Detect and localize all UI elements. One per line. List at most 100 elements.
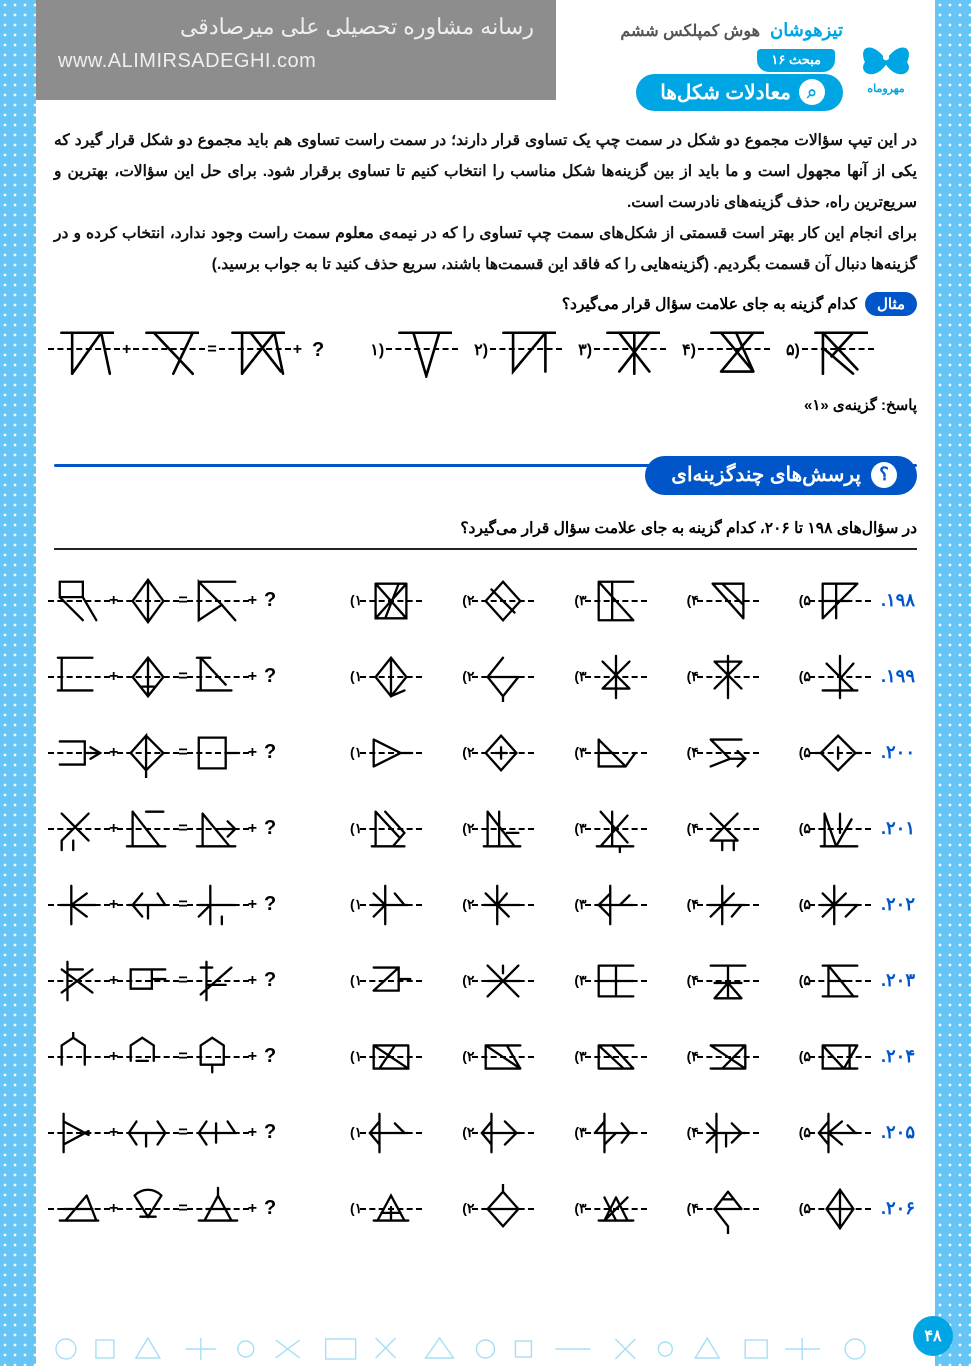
question-row: +=+?۱)۲)۳)۴)۵)۱۹۸. [54, 576, 917, 626]
option[interactable]: ۵) [797, 652, 865, 702]
shape [225, 322, 285, 378]
option[interactable]: ۱) [348, 880, 416, 930]
option[interactable]: ۳) [572, 956, 640, 1006]
shape [478, 1184, 528, 1234]
shape [815, 804, 865, 854]
shape [808, 322, 868, 378]
question-mark: ? [262, 1197, 278, 1220]
plus-sign: + [291, 341, 304, 359]
option[interactable]: ۵) [797, 1184, 865, 1234]
option[interactable]: ۴) [685, 1108, 753, 1158]
shape [193, 956, 243, 1006]
shape [54, 804, 104, 854]
problem: +=+? [54, 1032, 324, 1082]
option[interactable]: ۵) [797, 880, 865, 930]
question-row: +=+?۱)۲)۳)۴)۵)۲۰۰. [54, 728, 917, 778]
shape [591, 956, 641, 1006]
option[interactable]: ۴) [685, 1032, 753, 1082]
topic-pill: ⌕ معادلات شکل‌ها [636, 74, 843, 111]
option[interactable]: ۱) [348, 1032, 416, 1082]
options: ۱) ۲) ۳) ۴) ۵) [348, 652, 865, 702]
options: ۱) ۲) ۳) ۴) ۵) [348, 576, 865, 626]
question-mark: ? [262, 741, 278, 764]
shape [366, 1032, 416, 1082]
option[interactable]: ۳) [572, 1032, 640, 1082]
option[interactable]: ۲) [460, 804, 528, 854]
example-header: مثال کدام گزینه به جای علامت سؤال قرار م… [54, 292, 917, 316]
shape [123, 956, 173, 1006]
option[interactable]: ۱) [348, 1184, 416, 1234]
publisher-name: مهروماه [867, 82, 904, 95]
question-mark: ? [262, 665, 278, 688]
option[interactable]: ۵) [797, 1032, 865, 1082]
shape [478, 956, 528, 1006]
shape [478, 576, 528, 626]
option[interactable]: ۴) [685, 652, 753, 702]
option[interactable]: ۴) [685, 1184, 753, 1234]
option[interactable]: ۱) [348, 652, 416, 702]
option[interactable]: ۵) [797, 804, 865, 854]
mc-instruction: در سؤال‌های ۱۹۸ تا ۲۰۶، کدام گزینه به جا… [54, 519, 917, 550]
option[interactable]: ۱) [348, 804, 416, 854]
option[interactable]: ۳) [572, 1108, 640, 1158]
shape [591, 1184, 641, 1234]
options: ۱) ۲) ۳) ۴) ۵) [348, 1184, 865, 1234]
option[interactable]: ۵) [797, 728, 865, 778]
question-row: +=+?۱)۲)۳)۴)۵)۲۰۲. [54, 880, 917, 930]
mc-section-pill: ؟ پرسش‌های چندگزینه‌ای [645, 456, 917, 495]
option[interactable]: ۴) [685, 880, 753, 930]
shape [54, 1032, 104, 1082]
option[interactable]: ۱) [348, 576, 416, 626]
shape [123, 576, 173, 626]
option[interactable]: ۲) [460, 576, 528, 626]
shape [815, 956, 865, 1006]
option[interactable]: ۳) [572, 1184, 640, 1234]
shape [193, 652, 243, 702]
option[interactable]: ۲) [460, 652, 528, 702]
question-number: ۲۰۰. [869, 742, 917, 763]
shape [591, 728, 641, 778]
shape [193, 804, 243, 854]
shape [703, 728, 753, 778]
option[interactable]: ۲) [460, 956, 528, 1006]
option[interactable]: ۲) [460, 728, 528, 778]
shape [703, 1108, 753, 1158]
option[interactable]: ۳) [572, 880, 640, 930]
shape [193, 728, 243, 778]
option[interactable]: ۴) [685, 728, 753, 778]
shape [54, 576, 104, 626]
problem: +=+? [54, 880, 324, 930]
question-number: ۲۰۵. [869, 1122, 917, 1143]
option[interactable]: ۱) [348, 956, 416, 1006]
option[interactable]: ۳) [572, 728, 640, 778]
question-mark: ? [262, 589, 278, 612]
option[interactable]: ۲) [460, 1032, 528, 1082]
option[interactable]: ۴) [685, 956, 753, 1006]
topic-badge: مبحث ۱۶ [757, 49, 835, 72]
option[interactable]: ۳) [572, 576, 640, 626]
option[interactable]: ۳) [572, 652, 640, 702]
shape [478, 880, 528, 930]
shape [123, 804, 173, 854]
option[interactable]: ۲) [460, 1108, 528, 1158]
option[interactable]: ۱) [348, 728, 416, 778]
option[interactable]: ۵) [797, 1108, 865, 1158]
intro-p2: برای انجام این کار بهتر است قسمتی از شکل… [54, 218, 917, 280]
topic-title: معادلات شکل‌ها [660, 80, 791, 105]
shape [366, 880, 416, 930]
option[interactable]: ۵) [797, 576, 865, 626]
shape [123, 1184, 173, 1234]
shape [478, 728, 528, 778]
option[interactable]: ۳) [572, 804, 640, 854]
option[interactable]: ۱) [348, 1108, 416, 1158]
option[interactable]: ۴) [685, 576, 753, 626]
option[interactable]: ۴) [685, 804, 753, 854]
option[interactable]: ۲) [460, 880, 528, 930]
equals-sign: = [205, 341, 218, 359]
option[interactable]: ۲) [460, 1184, 528, 1234]
shape [366, 652, 416, 702]
option[interactable]: ۵) [797, 956, 865, 1006]
question-mark: ? [262, 1045, 278, 1068]
options: ۱) ۲) ۳) ۴) ۵) [348, 728, 865, 778]
question-row: +=+?۱)۲)۳)۴)۵)۱۹۹. [54, 652, 917, 702]
